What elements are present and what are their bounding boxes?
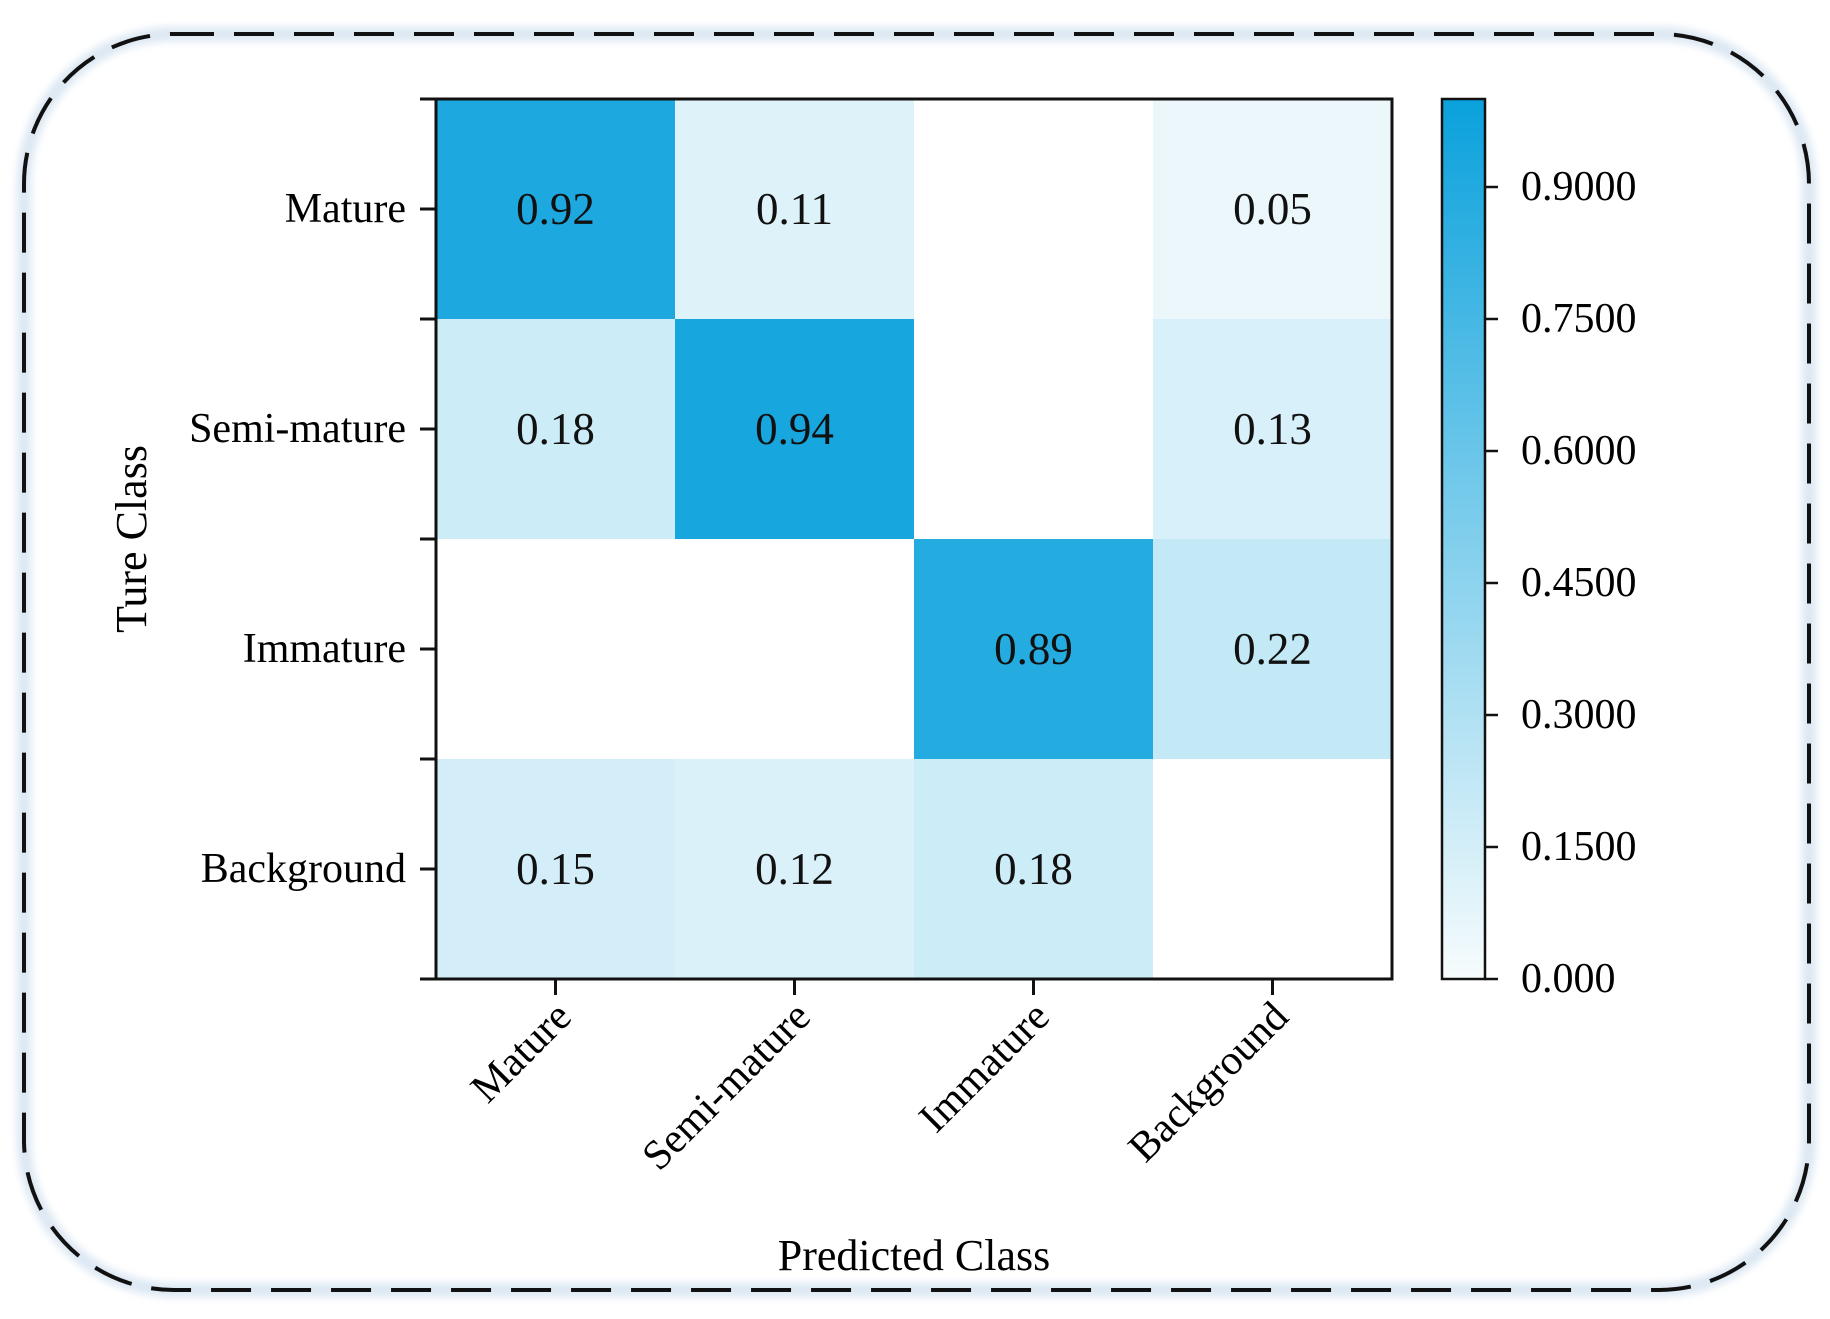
dashed-frame: [22, 32, 1811, 1292]
colorbar-tick-label: 0.4500: [1521, 560, 1637, 606]
heatmap-cell: [1153, 319, 1393, 540]
heatmap-cell: [914, 319, 1154, 540]
colorbar-ticks: 0.000 0.1500 0.3000 0.4500 0.6000 0.7500 0.900…: [1485, 164, 1637, 1002]
x-tick-label: Immature: [911, 994, 1059, 1142]
x-axis: Mature Semi-mature Immature Background: [462, 979, 1298, 1180]
heatmap-cell: [436, 319, 676, 540]
y-axis: Mature Semi-mature Immature Background: [189, 97, 436, 981]
heatmap-cell: [436, 759, 676, 980]
heatmap-cell: [1153, 99, 1393, 320]
cell-value-label: 0.15: [516, 844, 595, 894]
y-tick-label: Semi-mature: [189, 406, 406, 452]
colorbar-tick-label: 0.000: [1521, 956, 1616, 1002]
cell-value-label: 0.05: [1233, 184, 1312, 234]
cell-value-label: 0.89: [994, 624, 1073, 674]
colorbar-tick-label: 0.3000: [1521, 692, 1637, 738]
y-tick-label: Background: [201, 846, 406, 892]
x-tick-label: Background: [1120, 994, 1298, 1172]
cell-value-label: 0.18: [994, 844, 1073, 894]
x-tick-label: Mature: [462, 994, 580, 1112]
cell-value-label: 0.22: [1233, 624, 1312, 674]
colorbar: [1440, 97, 1487, 981]
heatmap-cell: [1153, 539, 1393, 760]
heatmap-cell: [675, 99, 915, 320]
cell-value-labels: 0.92 0.11 0.05 0.18 0.94 0.13 0.89 0.22 0.15 0.12…: [516, 184, 1312, 894]
colorbar-tick-label: 0.7500: [1521, 296, 1637, 342]
colorbar-tick-label: 0.1500: [1521, 824, 1637, 870]
cell-value-label: 0.92: [516, 184, 595, 234]
heatmap-cell: [436, 539, 676, 760]
heatmap-cell: [914, 539, 1154, 760]
heatmap-cell: [914, 759, 1154, 980]
y-axis-title: Ture Class: [107, 445, 156, 633]
heatmap-cell: [914, 99, 1154, 320]
heatmap-cell: [675, 759, 915, 980]
cell-value-label: 0.11: [756, 184, 833, 234]
colorbar-tick-label: 0.9000: [1521, 164, 1637, 210]
y-tick-label: Mature: [285, 186, 406, 232]
cell-value-label: 0.12: [755, 844, 834, 894]
colorbar-tick-label: 0.6000: [1521, 428, 1637, 474]
x-tick-label: Semi-mature: [634, 994, 820, 1180]
heatmap-cells: [436, 99, 1393, 980]
heatmap-cell: [675, 539, 915, 760]
cell-value-label: 0.13: [1233, 404, 1312, 454]
cell-value-label: 0.18: [516, 404, 595, 454]
heatmap-cell: [675, 319, 915, 540]
cell-value-label: 0.94: [755, 404, 834, 454]
heatmap-cell: [436, 99, 676, 320]
x-axis-title: Predicted Class: [778, 1231, 1051, 1280]
heatmap-cell: [1153, 759, 1393, 980]
y-tick-label: Immature: [243, 626, 406, 672]
